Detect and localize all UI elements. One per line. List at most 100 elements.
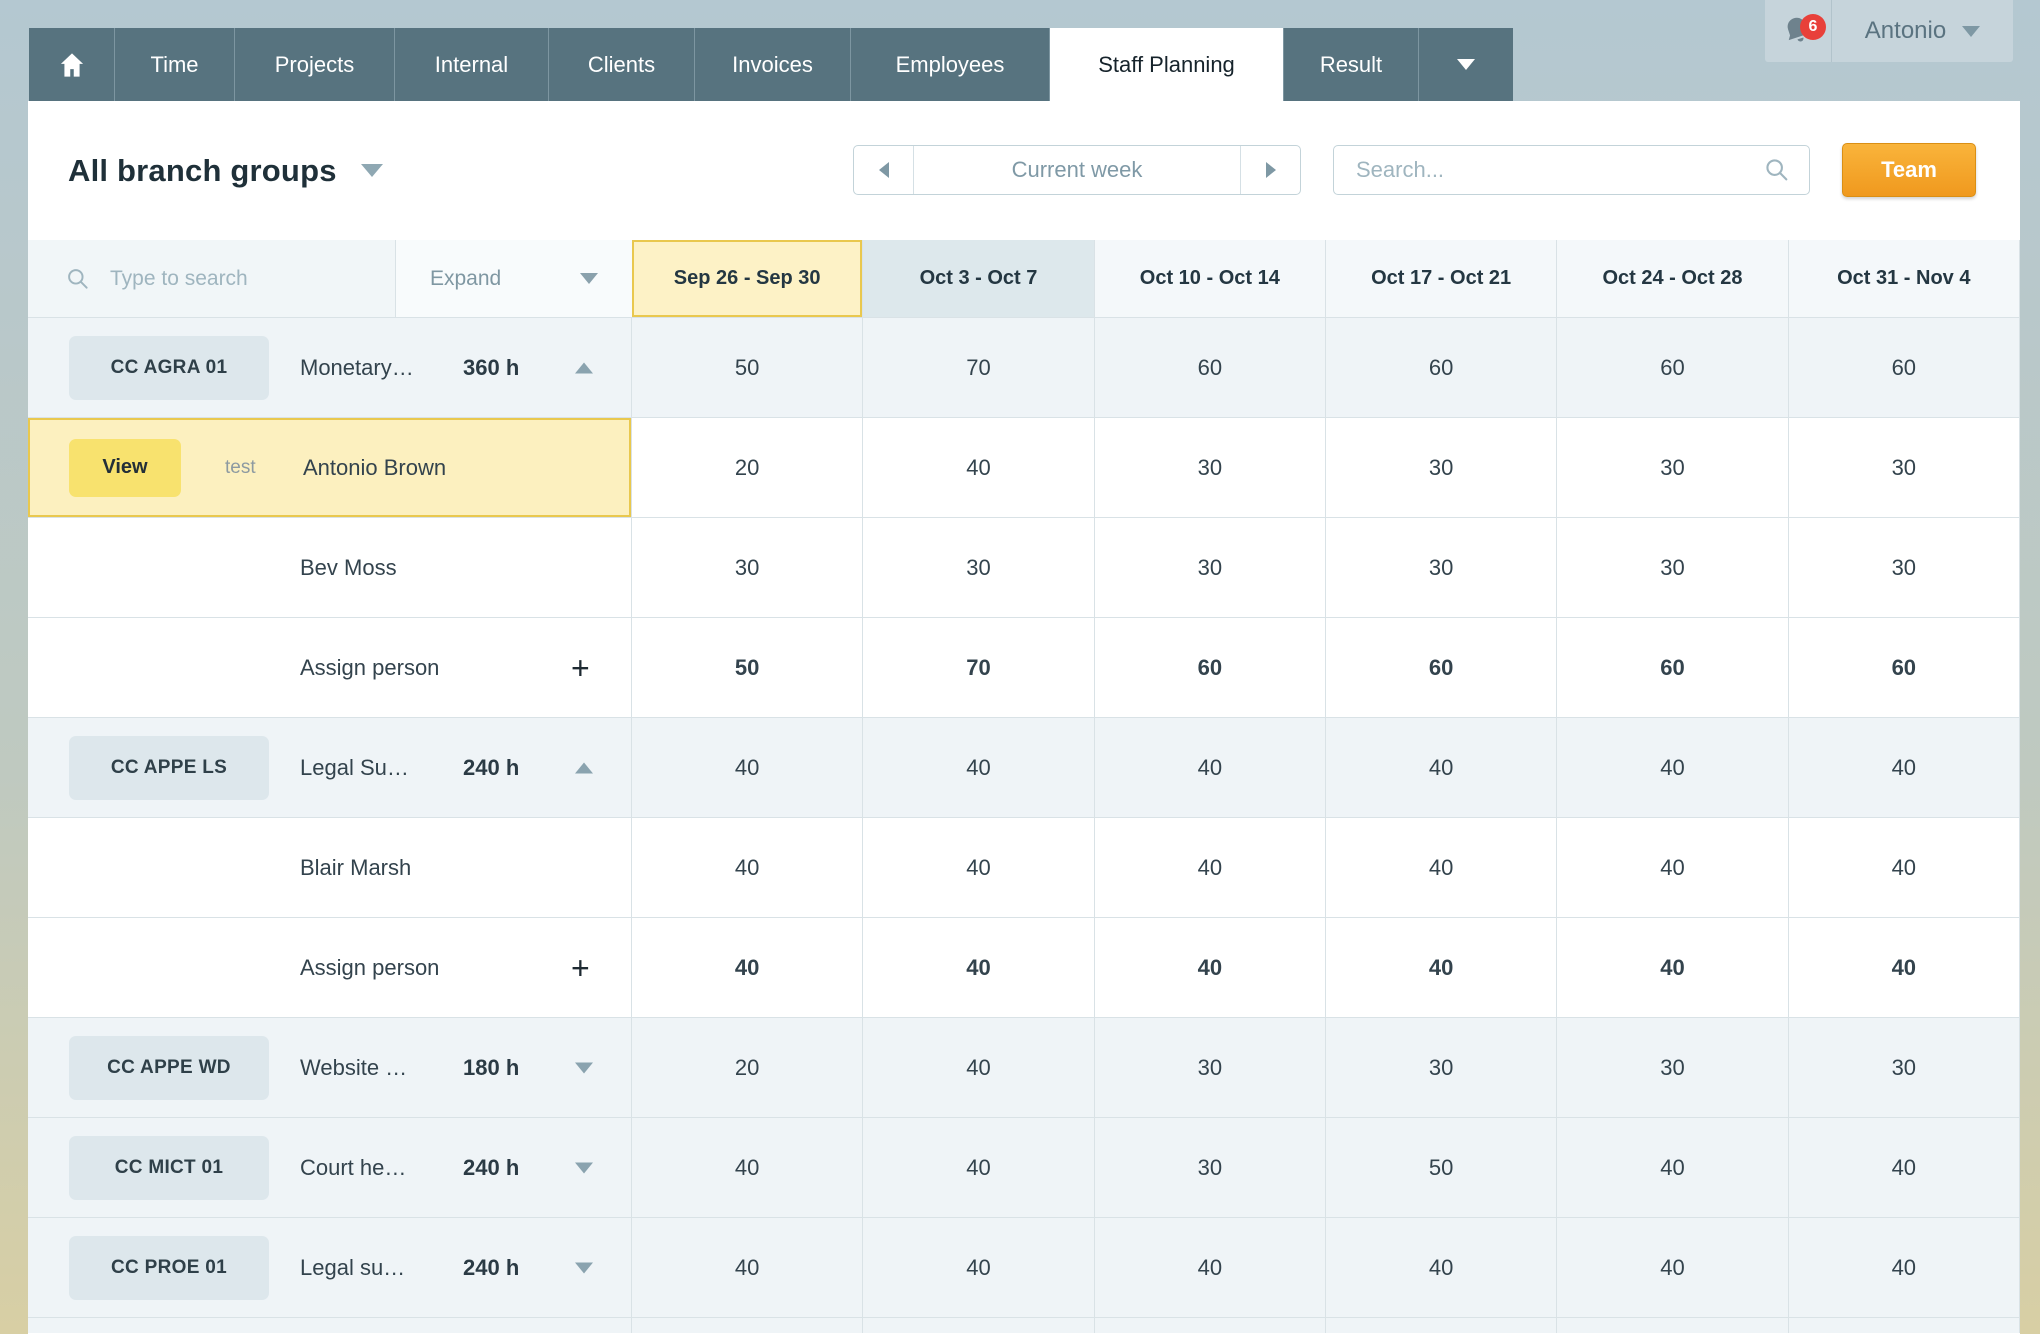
planning-cell[interactable]: 40 [863,818,1095,917]
add-person-icon[interactable]: + [571,949,590,986]
planning-cell[interactable]: 60 [1325,318,1558,417]
planning-cell[interactable]: 40 [632,1218,864,1317]
week-header-oct-24-oct-28[interactable]: Oct 24 - Oct 28 [1557,240,1789,318]
planning-cell[interactable]: 40 [632,918,864,1017]
planning-cell[interactable]: 40 [632,718,864,817]
planning-cell[interactable]: 50 [1325,1118,1558,1217]
planning-cell[interactable]: 40 [863,1218,1095,1317]
planning-cell[interactable]: 60 [1788,618,2020,717]
planning-cell[interactable]: 30 [1094,1018,1326,1117]
week-nav-label[interactable]: Current week [1011,157,1143,182]
planning-cell[interactable]: 40 [863,418,1095,517]
assign-person-label[interactable]: Assign person [300,954,440,980]
planning-cell[interactable]: 40 [1788,718,2020,817]
planning-cell[interactable]: 40 [1094,918,1326,1017]
planning-cell[interactable]: 60 [1094,618,1326,717]
collapse-icon[interactable] [575,362,593,373]
add-person-icon[interactable]: + [571,649,590,686]
planner-row-cc-mict-01: CC MICT 01 Court he… 240 h 40 40 30 50 40 40 [28,1118,2020,1218]
planning-cell[interactable]: 60 [1325,618,1558,717]
planning-cell[interactable]: 30 [863,518,1095,617]
planning-cell[interactable]: 40 [1325,718,1558,817]
nav-tab-caret-down[interactable] [1419,28,1513,101]
planning-cell[interactable]: 40 [1557,1218,1789,1317]
planning-cell[interactable]: 40 [1788,918,2020,1017]
planning-cell[interactable]: 50 [632,318,864,417]
planning-cell[interactable]: 30 [1788,1018,2020,1117]
planning-cell[interactable]: 30 [1094,418,1326,517]
planning-cell[interactable]: 40 [1094,718,1326,817]
expand-dropdown[interactable]: Expand [396,240,632,318]
nav-tab-staff-planning[interactable]: Staff Planning [1050,28,1284,101]
nav-tab-home[interactable] [29,28,115,101]
next-week-button[interactable] [1240,146,1300,194]
planning-cell[interactable]: 40 [863,1118,1095,1217]
planning-cell[interactable]: 40 [1325,918,1558,1017]
nav-tab-invoices[interactable]: Invoices [695,28,851,101]
planning-cell[interactable]: 30 [1094,1118,1326,1217]
week-header-oct-10-oct-14[interactable]: Oct 10 - Oct 14 [1094,240,1326,318]
view-button[interactable]: View [69,438,181,497]
planning-cell[interactable]: 40 [1557,1118,1789,1217]
planning-cell[interactable]: 40 [1325,818,1558,917]
planning-cell[interactable]: 40 [632,1118,864,1217]
nav-tab-employees[interactable]: Employees [851,28,1050,101]
assign-person-label[interactable]: Assign person [300,654,440,680]
notifications-button[interactable]: 6 [1765,0,1832,62]
week-header-oct-3-oct-7[interactable]: Oct 3 - Oct 7 [863,240,1095,318]
planning-cell[interactable]: 50 [632,618,864,717]
planning-cell[interactable]: 40 [863,918,1095,1017]
row-header-cell: View test Antonio Brown [28,418,632,517]
nav-tab-time[interactable]: Time [115,28,235,101]
planning-cell[interactable]: 40 [863,718,1095,817]
planning-cell[interactable]: 40 [632,818,864,917]
expand-icon[interactable] [575,1062,593,1073]
planning-cell[interactable]: 30 [1325,1018,1558,1117]
planning-cell[interactable]: 30 [1788,418,2020,517]
planning-cell[interactable]: 40 [1325,1218,1558,1317]
nav-tab-clients[interactable]: Clients [549,28,695,101]
planning-cell[interactable]: 40 [1788,1118,2020,1217]
planning-cell[interactable]: 60 [1557,318,1789,417]
nav-tab-projects[interactable]: Projects [235,28,395,101]
planning-cell[interactable]: 40 [1788,1218,2020,1317]
planning-cell[interactable]: 40 [1788,818,2020,917]
planning-cell[interactable]: 70 [863,318,1095,417]
planning-cell[interactable]: 30 [1557,1018,1789,1117]
nav-tab-internal[interactable]: Internal [395,28,549,101]
planning-cell[interactable]: 60 [1788,318,2020,417]
week-header-oct-17-oct-21[interactable]: Oct 17 - Oct 21 [1325,240,1558,318]
branch-group-filter[interactable]: All branch groups [68,101,383,240]
collapse-icon[interactable] [575,762,593,773]
cost-center-badge: CC AGRA 01 [69,335,269,400]
planning-cell[interactable]: 30 [632,518,864,617]
planning-cell[interactable]: 70 [863,618,1095,717]
nav-tab-result[interactable]: Result [1284,28,1419,101]
planning-cell[interactable]: 30 [1557,518,1789,617]
team-button[interactable]: Team [1842,143,1976,197]
planning-cell[interactable]: 30 [1325,518,1558,617]
planning-cell[interactable]: 60 [1094,318,1326,417]
planning-cell[interactable]: 40 [1557,818,1789,917]
week-header-oct-31-nov-4[interactable]: Oct 31 - Nov 4 [1788,240,2020,318]
planning-cell[interactable]: 40 [1094,1218,1326,1317]
planning-cell[interactable]: 30 [1325,418,1558,517]
planning-cell[interactable]: 20 [632,418,864,517]
search-input[interactable] [1334,157,1763,183]
planning-cell[interactable]: 40 [1557,918,1789,1017]
planning-cell[interactable]: 30 [1094,518,1326,617]
user-menu-button[interactable]: Antonio [1832,0,2013,62]
planning-cell[interactable]: 30 [1557,418,1789,517]
planning-cell[interactable]: 40 [863,1018,1095,1117]
expand-icon[interactable] [575,1162,593,1173]
planning-cell[interactable]: 40 [1557,718,1789,817]
planning-cell[interactable]: 30 [1788,518,2020,617]
planning-cell[interactable]: 60 [1557,618,1789,717]
planning-cell[interactable]: 20 [632,1018,864,1117]
prev-week-button[interactable] [854,146,914,194]
planning-cell[interactable]: 40 [1094,818,1326,917]
week-header-sep-26-sep-30[interactable]: Sep 26 - Sep 30 [632,240,864,318]
expand-icon[interactable] [575,1262,593,1273]
row-header-cell: Assign person + [28,918,632,1017]
planner-filter-input[interactable] [108,265,342,292]
